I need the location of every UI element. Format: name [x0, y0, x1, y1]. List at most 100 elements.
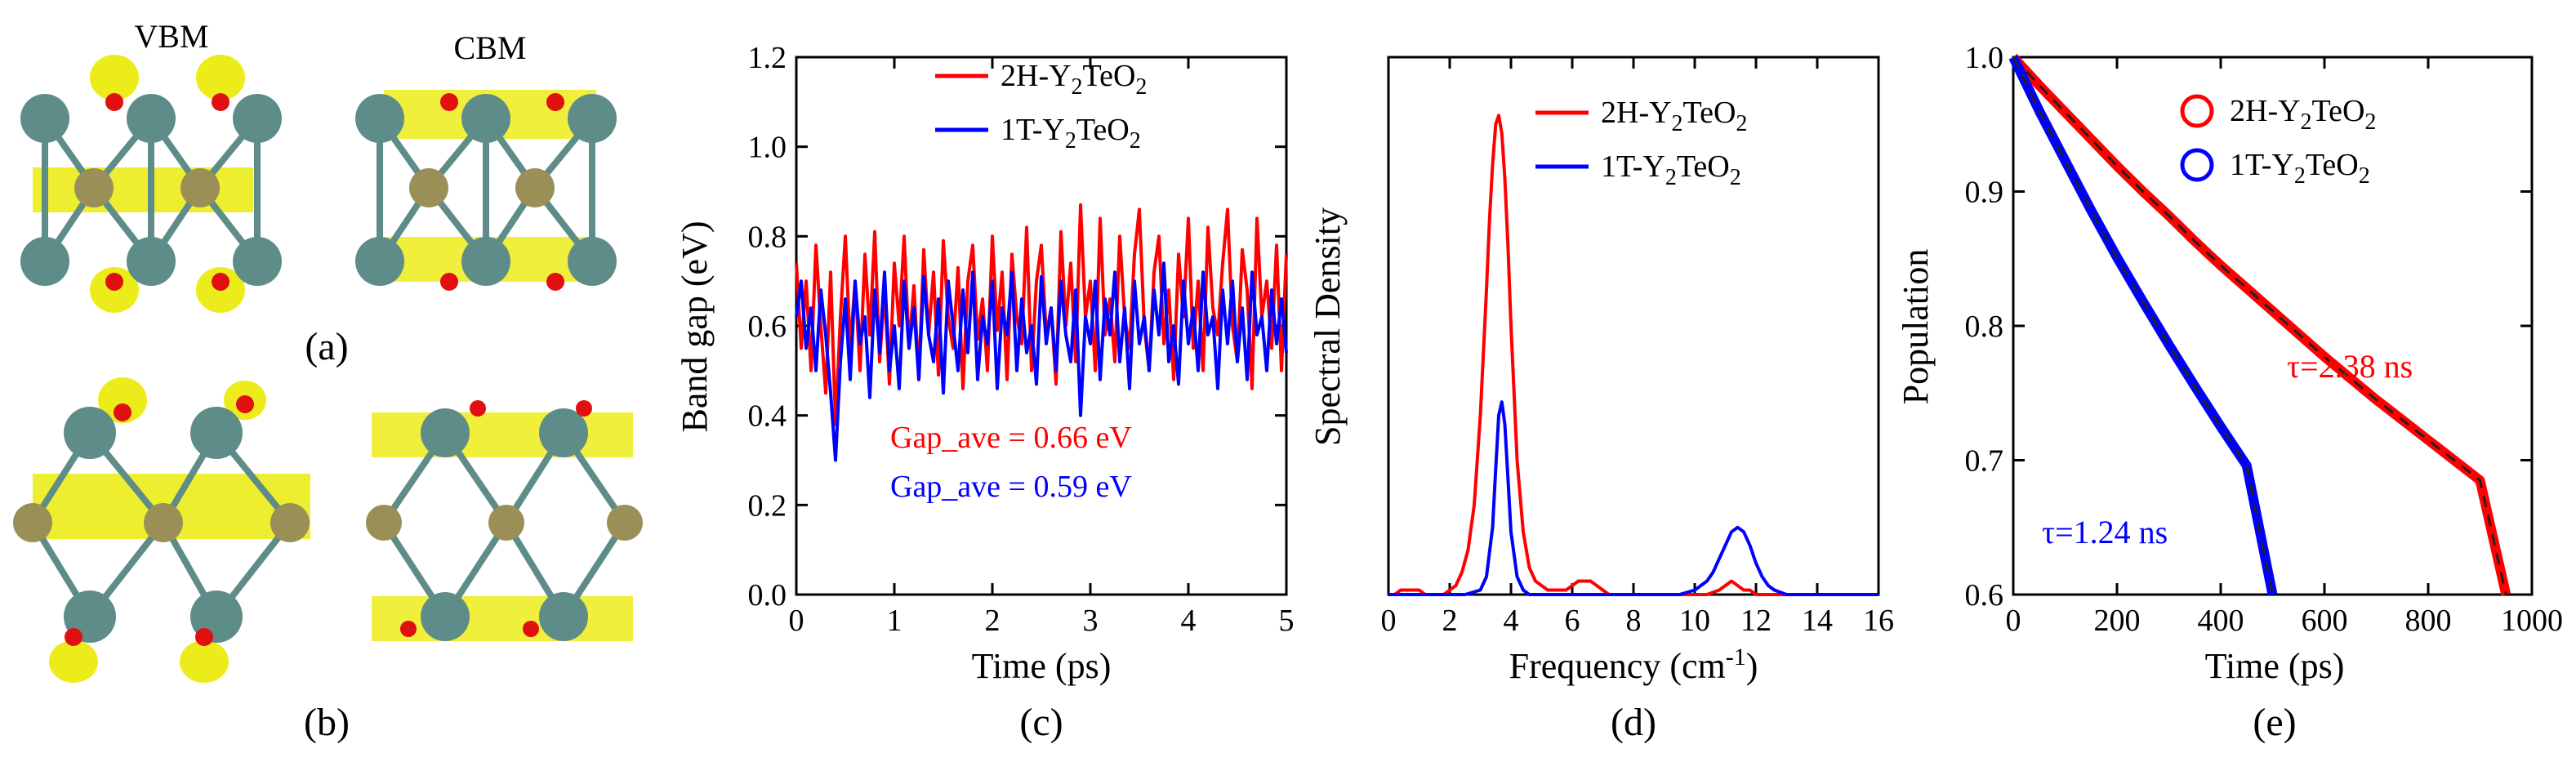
y-tick-label: 1.0	[1965, 41, 2004, 75]
legend-name-main: 2H-Y	[1601, 96, 1672, 130]
y-tick-label: 0.2	[748, 488, 787, 523]
legend-label-1: 1T-Y2TeO2	[2230, 148, 2370, 189]
fit-line-0	[2012, 56, 2507, 595]
structure-cbm-a	[355, 90, 617, 291]
series-line-1	[1388, 400, 1879, 596]
x-tick-label: 16	[1863, 604, 1894, 638]
legend-name-sub2: 2	[1736, 111, 1747, 136]
x-tick-label: 14	[1802, 604, 1833, 638]
x-tick-label: 0	[2006, 604, 2021, 638]
legend-name-tail: TeO	[1677, 149, 1730, 184]
series-line-0	[1388, 114, 1879, 596]
fit-line-1	[2012, 56, 2274, 595]
chart-e-xlabel: Time (ps)	[2205, 646, 2345, 686]
x-tick-label: 6	[1565, 604, 1580, 638]
legend-label-0: 2H-Y2TeO2	[1601, 96, 1747, 136]
vbm-label: VBM	[134, 18, 208, 55]
chart-d-ticks: 0 2 4 6 8 10 12 14 16	[1381, 57, 1894, 638]
chart-d-panel-label: (d)	[1611, 701, 1656, 744]
legend-name-tail: TeO	[1083, 59, 1136, 93]
structure-cbm-b	[366, 400, 643, 641]
x-tick-label: 2	[985, 604, 1001, 638]
legend-marker-0	[2180, 94, 2214, 128]
legend-name-tail: TeO	[2312, 94, 2365, 128]
chart-d-xlabel-main: Frequency (cm	[1509, 646, 1726, 686]
legend-name-tail: TeO	[1076, 113, 1130, 147]
legend-label-1: 1T-Y2TeO2	[1001, 113, 1141, 154]
panel-label-a: (a)	[305, 325, 348, 368]
chart-c-annotation-blue: Gap_ave = 0.59 eV	[890, 470, 1132, 504]
legend-name-sub2: 2	[1730, 165, 1741, 190]
legend-label-1: 1T-Y2TeO2	[1601, 149, 1741, 190]
x-tick-label: 4	[1504, 604, 1519, 638]
chart-e-tau-2h: τ=2.38 ns	[2287, 348, 2413, 385]
legend-label-0: 2H-Y2TeO2	[1001, 59, 1147, 100]
x-tick-label: 8	[1626, 604, 1642, 638]
chart-d-xlabel: Frequency (cm-1)	[1509, 644, 1758, 686]
x-tick-label: 200	[2094, 604, 2141, 638]
legend-name-sub: 2	[1672, 111, 1683, 136]
y-tick-label: 1.2	[748, 41, 787, 75]
legend-name-main: 1T-Y	[1601, 149, 1665, 184]
legend-name-main: 1T-Y	[1001, 113, 1065, 147]
y-tick-label: 0.9	[1965, 176, 2004, 210]
x-tick-label: 3	[1083, 604, 1099, 638]
y-tick-label: 0.7	[1965, 444, 2004, 479]
legend-name-main: 1T-Y	[2230, 148, 2294, 182]
x-tick-label: 1000	[2501, 604, 2563, 638]
chart-e-series	[2008, 53, 2511, 596]
legend-name-sub2: 2	[1130, 128, 1141, 154]
x-tick-label: 1	[887, 604, 902, 638]
x-tick-label: 2	[1442, 604, 1458, 638]
y-tick-label: 0.8	[1965, 310, 2004, 344]
legend-name-sub: 2	[2301, 109, 2312, 135]
legend-name-sub: 2	[2294, 163, 2306, 189]
x-tick-label: 600	[2302, 604, 2348, 638]
legend-name-sub: 2	[1065, 128, 1076, 154]
chart-c: 0 1 2 3 4 5 0.0 0.2 0.4 0.6 0.8 1.0 1.2 Band gap (eV…	[675, 41, 1295, 744]
y-tick-label: 0.0	[748, 578, 787, 613]
legend-name-tail: TeO	[1683, 96, 1736, 130]
chart-c-ticks: 0 1 2 3 4 5 0.0 0.2 0.4 0.6 0.8 1.0 1.2	[748, 41, 1295, 638]
chart-c-panel-label: (c)	[1019, 701, 1063, 744]
chart-e-tau-1t: τ=1.24 ns	[2042, 514, 2168, 550]
legend-name-sub: 2	[1072, 74, 1083, 100]
legend-marker-1	[2180, 148, 2214, 182]
x-tick-label: 0	[1381, 604, 1397, 638]
legend-label-0: 2H-Y2TeO2	[2230, 94, 2376, 135]
legend-name-main: 2H-Y	[2230, 94, 2301, 128]
series-line-1	[795, 261, 1288, 462]
x-tick-label: 10	[1679, 604, 1710, 638]
x-tick-label: 0	[789, 604, 804, 638]
chart-d-frame	[1387, 56, 1880, 596]
y-tick-label: 0.6	[1965, 578, 2004, 613]
chart-e: 0 200 400 600 800 1000 0.6 0.7 0.8 0.9 1.0 Populat…	[1896, 41, 2563, 744]
chart-e-panel-label: (e)	[2253, 701, 2296, 744]
chart-d-ylabel: Spectral Density	[1308, 207, 1348, 446]
chart-d-xlabel-tail: )	[1746, 646, 1758, 686]
chart-c-xlabel: Time (ps)	[972, 646, 1112, 686]
chart-e-ylabel: Population	[1896, 249, 1936, 405]
legend-name-main: 2H-Y	[1001, 59, 1072, 93]
chart-d-series	[1388, 114, 1879, 596]
x-tick-label: 4	[1181, 604, 1197, 638]
x-tick-label: 5	[1279, 604, 1295, 638]
legend-name-sub: 2	[1665, 165, 1677, 190]
chart-c-series	[795, 203, 1288, 462]
x-tick-label: 800	[2405, 604, 2452, 638]
chart-c-ylabel: Band gap (eV)	[675, 221, 715, 432]
y-tick-label: 0.8	[748, 220, 787, 254]
structure-vbm-b	[13, 377, 310, 683]
x-tick-label: 400	[2198, 604, 2244, 638]
y-tick-label: 0.4	[748, 399, 787, 434]
panel-label-b: (b)	[304, 701, 350, 744]
legend-name-tail: TeO	[2306, 148, 2359, 182]
chart-c-annotation-red: Gap_ave = 0.66 eV	[890, 421, 1132, 455]
structure-panels: VBM CBM (a) (b)	[13, 18, 643, 744]
y-tick-label: 1.0	[748, 131, 787, 165]
chart-d-xlabel-sup: -1	[1726, 644, 1746, 671]
